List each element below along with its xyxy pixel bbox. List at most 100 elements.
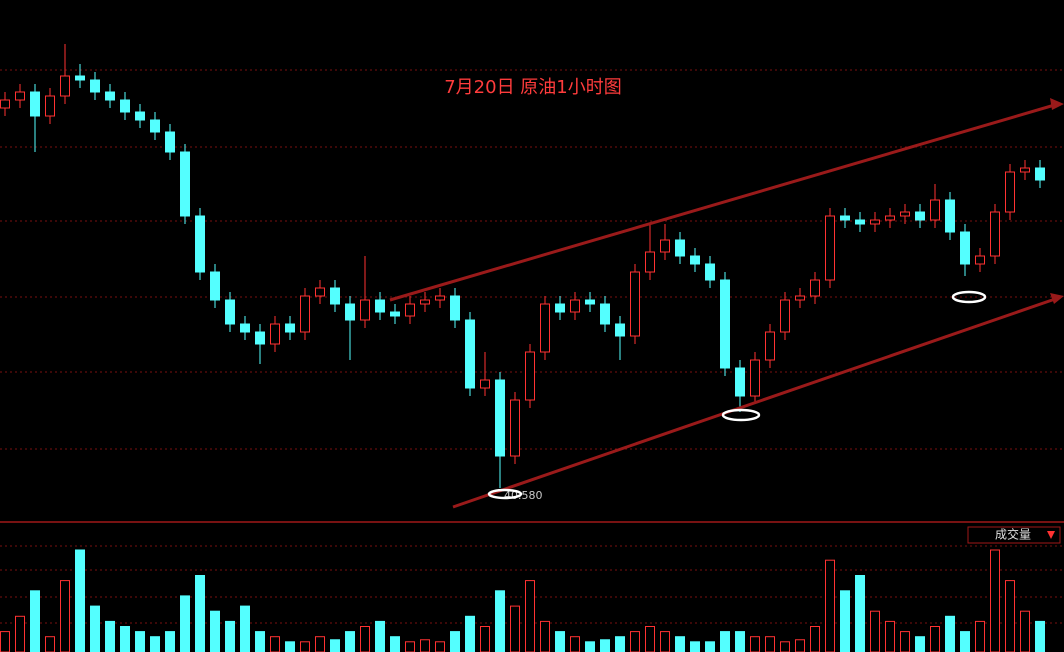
candle-body bbox=[870, 219, 880, 225]
candle-body bbox=[300, 295, 310, 333]
volume-bar bbox=[720, 631, 730, 652]
candle-body bbox=[735, 367, 745, 397]
volume-bar bbox=[75, 549, 85, 652]
volume-bar bbox=[630, 631, 640, 652]
candle-body bbox=[825, 215, 835, 281]
candle-body bbox=[600, 303, 610, 325]
grid bbox=[0, 69, 1064, 624]
volume-bar bbox=[840, 590, 850, 652]
volume-bar bbox=[360, 626, 370, 652]
volume-bar bbox=[960, 631, 970, 652]
volume-bar bbox=[465, 615, 475, 652]
candles bbox=[0, 44, 1045, 488]
candle-body bbox=[120, 99, 130, 113]
volume-bar bbox=[60, 580, 70, 652]
candle-body bbox=[450, 295, 460, 321]
volume-selector-box[interactable] bbox=[967, 526, 1061, 544]
volume-bar bbox=[555, 631, 565, 652]
volume-bar bbox=[585, 641, 595, 652]
candle-body bbox=[75, 75, 85, 81]
candle-body bbox=[225, 299, 235, 325]
candle-body bbox=[585, 299, 595, 305]
candle-body bbox=[615, 323, 625, 337]
dropdown-arrow[interactable] bbox=[1047, 531, 1055, 539]
candle-body bbox=[360, 299, 370, 321]
candle-body bbox=[165, 131, 175, 153]
candle-body bbox=[765, 331, 775, 361]
volume-bars bbox=[0, 549, 1045, 652]
candle-body bbox=[690, 255, 700, 265]
volume-bar bbox=[285, 641, 295, 652]
candle-body bbox=[255, 331, 265, 345]
volume-bar bbox=[0, 631, 10, 652]
candle-body bbox=[540, 303, 550, 353]
candle-body bbox=[750, 359, 760, 397]
volume-bar bbox=[525, 580, 535, 652]
candle-body bbox=[525, 351, 535, 401]
volume-bar bbox=[435, 641, 445, 652]
candle-body bbox=[345, 303, 355, 321]
volume-bar bbox=[915, 636, 925, 652]
candle-body bbox=[840, 215, 850, 221]
volume-bar bbox=[225, 620, 235, 652]
candle-body bbox=[570, 299, 580, 313]
volume-bar bbox=[510, 605, 520, 652]
channel-upper bbox=[389, 102, 1059, 302]
candle-body bbox=[60, 75, 70, 97]
volume-bar bbox=[30, 590, 40, 652]
candle-body bbox=[510, 399, 520, 457]
volume-bar bbox=[210, 610, 220, 652]
candle-body bbox=[645, 251, 655, 273]
volume-bar bbox=[180, 595, 190, 652]
volume-bar bbox=[870, 610, 880, 652]
candle-body bbox=[960, 231, 970, 265]
volume-bar bbox=[450, 631, 460, 652]
volume-bar bbox=[150, 636, 160, 652]
arrow-head bbox=[1050, 98, 1064, 110]
volume-bar bbox=[735, 631, 745, 652]
candle-body bbox=[795, 295, 805, 301]
volume-bar bbox=[900, 631, 910, 652]
candle-body bbox=[240, 323, 250, 333]
candle-body bbox=[435, 295, 445, 301]
volume-bar bbox=[105, 620, 115, 652]
candle-body bbox=[930, 199, 940, 221]
volume-bar bbox=[780, 641, 790, 652]
volume-bar bbox=[135, 631, 145, 652]
volume-bar bbox=[660, 631, 670, 652]
volume-bar bbox=[1020, 610, 1030, 652]
volume-bar bbox=[750, 636, 760, 652]
volume-bar bbox=[300, 641, 310, 652]
volume-bar bbox=[375, 620, 385, 652]
volume-bar bbox=[615, 636, 625, 652]
candle-body bbox=[855, 219, 865, 225]
candle-body bbox=[180, 151, 190, 217]
volume-bar bbox=[975, 620, 985, 652]
volume-bar bbox=[540, 620, 550, 652]
volume-bar bbox=[600, 639, 610, 652]
candle-body bbox=[330, 287, 340, 305]
volume-selector[interactable]: 成交量 bbox=[967, 526, 1061, 544]
volume-bar bbox=[195, 575, 205, 652]
volume-bar bbox=[405, 641, 415, 652]
volume-bar bbox=[945, 615, 955, 652]
volume-bar bbox=[420, 639, 430, 652]
trend-channel bbox=[389, 98, 1064, 509]
low-marker bbox=[721, 408, 761, 422]
candle-body bbox=[495, 379, 505, 457]
candle-body bbox=[675, 239, 685, 257]
volume-bar bbox=[90, 605, 100, 652]
candle-body bbox=[210, 271, 220, 301]
volume-bar bbox=[255, 631, 265, 652]
volume-bar bbox=[705, 641, 715, 652]
volume-bar bbox=[270, 636, 280, 652]
volume-bar bbox=[480, 626, 490, 652]
candle-body bbox=[705, 263, 715, 281]
channel-lower bbox=[452, 296, 1059, 509]
candle-body bbox=[555, 303, 565, 313]
candle-body bbox=[105, 91, 115, 101]
volume-bar bbox=[390, 636, 400, 652]
candle-body bbox=[975, 255, 985, 265]
low-marker bbox=[951, 290, 987, 304]
